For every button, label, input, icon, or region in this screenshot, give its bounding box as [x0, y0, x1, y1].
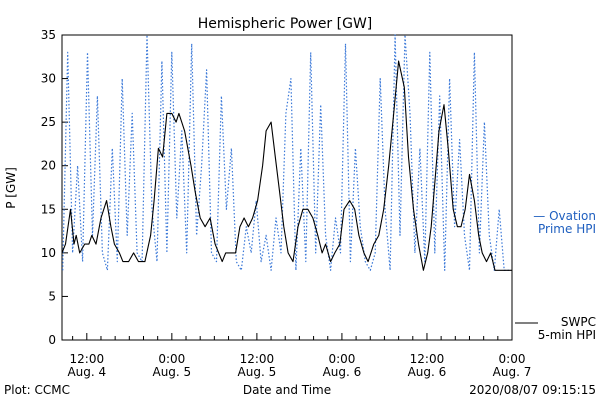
- x-axis-label: Date and Time: [243, 383, 331, 397]
- x-tick-label-date: Aug. 5: [238, 365, 277, 379]
- legend-swpc-line2: 5-min HPI: [538, 328, 596, 342]
- y-tick-label: 15: [41, 202, 56, 216]
- series-layer: [61, 34, 512, 271]
- x-tick-label-time: 12:00: [410, 352, 445, 366]
- x-tick-label-time: 0:00: [158, 352, 185, 366]
- chart-title: Hemispheric Power [GW]: [198, 16, 373, 32]
- y-tick-label: 25: [41, 115, 56, 129]
- plot-credit: Plot: CCMC: [4, 383, 70, 397]
- y-tick-label: 35: [41, 28, 56, 42]
- x-tick-label-date: Aug. 6: [408, 365, 447, 379]
- x-tick-label-time: 0:00: [499, 352, 526, 366]
- x-tick-label-time: 12:00: [240, 352, 275, 366]
- y-tick-label: 10: [41, 246, 56, 260]
- timestamp: 2020/08/07 09:15:15: [469, 383, 596, 397]
- x-tick-label-date: Aug. 4: [67, 365, 106, 379]
- y-tick-label: 20: [41, 159, 56, 173]
- y-axis-ticks: 0 5 10 15 20 25 30 35: [41, 28, 68, 347]
- legend-ovation-line1: — Ovation: [533, 209, 596, 223]
- x-tick-label-time: 0:00: [328, 352, 355, 366]
- x-tick-label-date: Aug. 6: [323, 365, 362, 379]
- series-line-ovation-prime-hpi: [62, 34, 510, 271]
- y-tick-label: 30: [41, 72, 56, 86]
- series-line-swpc-5min-hpi: [61, 60, 512, 271]
- x-tick-label-date: Aug. 5: [152, 365, 191, 379]
- legend-ovation-line2: Prime HPI: [538, 222, 596, 236]
- y-axis-label: P [GW]: [4, 167, 18, 209]
- plot-frame: [61, 34, 513, 341]
- x-tick-label-time: 12:00: [70, 352, 105, 366]
- y-tick-label: 5: [48, 289, 56, 303]
- y-tick-label: 0: [48, 333, 56, 347]
- x-tick-label-date: Aug. 7: [493, 365, 532, 379]
- legend-swpc-line1: SWPC: [561, 315, 596, 329]
